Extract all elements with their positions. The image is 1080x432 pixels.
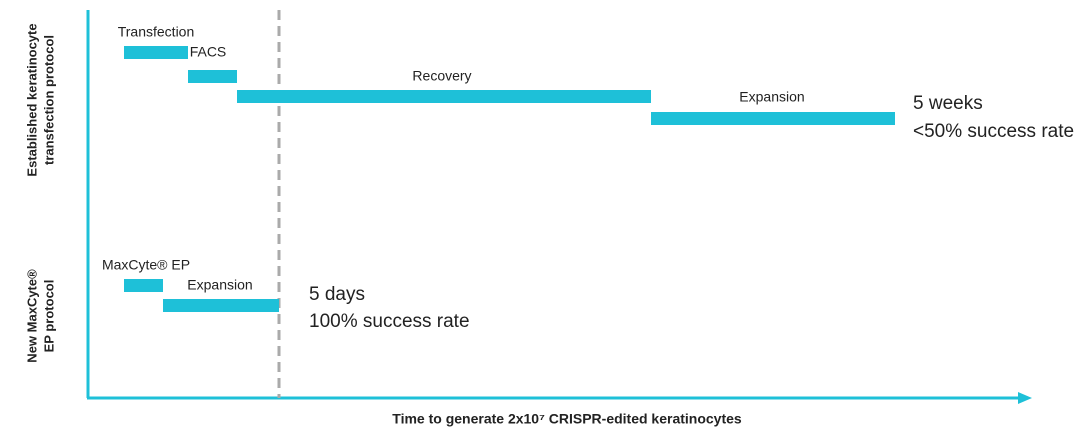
- y-label-group: Established keratinocyte transfection pr…: [24, 23, 56, 176]
- task-label: FACS: [190, 44, 227, 60]
- task-bar: [651, 112, 895, 125]
- task-label: Expansion: [739, 89, 804, 105]
- task-label: Transfection: [118, 24, 195, 40]
- task-label: MaxCyte® EP: [102, 257, 190, 273]
- task-label: Recovery: [412, 68, 471, 84]
- x-axis-label: Time to generate 2x10⁷ CRISPR-edited ker…: [392, 411, 742, 427]
- task-bar: [188, 70, 237, 83]
- y-axis-label: Established keratinocyte: [24, 23, 39, 176]
- y-label-group: New MaxCyte® EP protocol: [24, 269, 56, 363]
- summary: <50% success rate: [913, 121, 1074, 142]
- task-bar: [124, 279, 163, 292]
- y-axis-label: EP protocol: [41, 280, 56, 353]
- x-axis-arrow: [1018, 392, 1032, 404]
- summary: 5 days: [309, 284, 365, 305]
- task-label: Expansion: [187, 277, 252, 293]
- task-bar: [124, 46, 188, 59]
- summary: 100% success rate: [309, 311, 470, 332]
- y-axis-label: New MaxCyte®: [24, 269, 39, 363]
- task-bar: [237, 90, 651, 103]
- summary: 5 weeks: [913, 93, 983, 114]
- task-bar: [163, 299, 279, 312]
- y-axis-label: transfection protocol: [41, 35, 56, 165]
